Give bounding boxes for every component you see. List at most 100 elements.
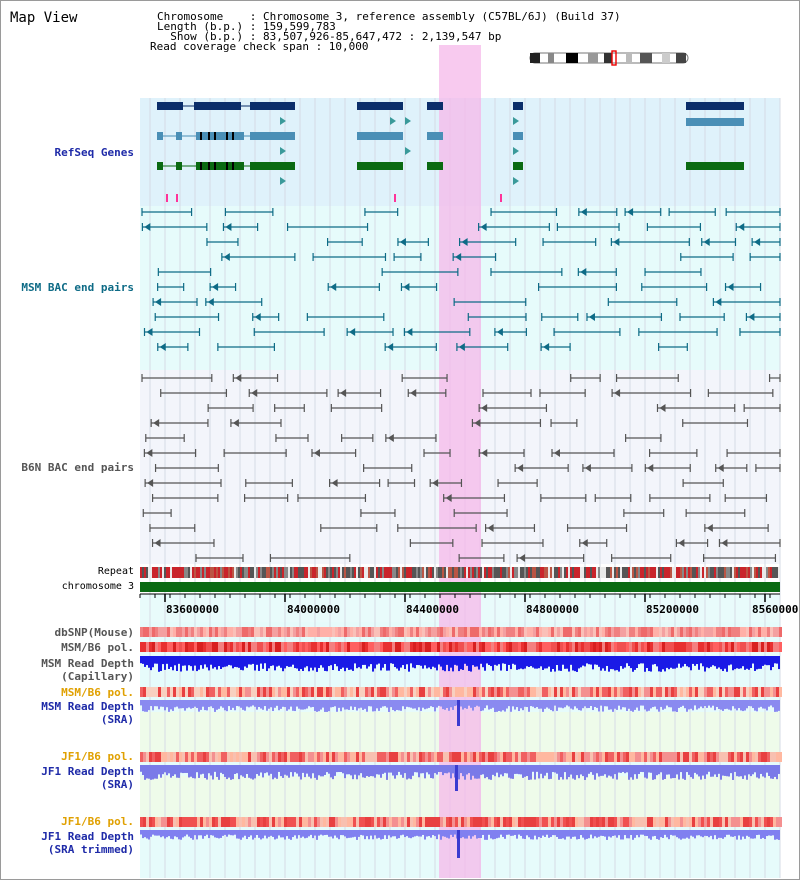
msm-cap-depth-bar bbox=[196, 656, 198, 672]
jf1-trim-depth-bar bbox=[392, 830, 394, 837]
jf1-trim-depth-bar bbox=[536, 830, 538, 840]
repeat-bar bbox=[606, 567, 608, 578]
msm-cap-depth-bar bbox=[570, 656, 572, 665]
msm-cap-depth-bar bbox=[668, 656, 670, 670]
jf1-trim-depth-bar bbox=[734, 830, 736, 837]
track-label-refseq[interactable]: RefSeq Genes bbox=[54, 146, 134, 159]
jf1-trim-depth-bar bbox=[326, 830, 328, 835]
dbsnp-cell bbox=[449, 627, 452, 637]
msm-sra-depth-bar bbox=[734, 700, 736, 709]
gene-arrow bbox=[513, 147, 519, 155]
jf1-pol-cell bbox=[335, 752, 338, 762]
msm-sra-depth-bar bbox=[392, 700, 394, 711]
repeat-bar bbox=[758, 567, 760, 578]
jf1-pol-cell bbox=[359, 752, 362, 762]
msm-pol2-cell bbox=[449, 687, 452, 697]
msm-sra-depth-bar bbox=[162, 700, 164, 707]
msm-pol-cell bbox=[200, 642, 203, 652]
jf1-sra-depth-bar bbox=[298, 765, 300, 777]
dbsnp-cell bbox=[392, 627, 395, 637]
msm-pol-cell bbox=[599, 642, 602, 652]
msm-pol-cell bbox=[143, 642, 146, 652]
jf1-sra-depth-bar bbox=[484, 765, 486, 779]
jf1-pol-cell bbox=[377, 752, 380, 762]
msm-cap-depth-bar bbox=[546, 656, 548, 669]
jf1-pol-cell bbox=[653, 752, 656, 762]
msm-sra-depth-bar bbox=[168, 700, 170, 712]
msm-pol2-cell bbox=[185, 687, 188, 697]
jf1-pol2-cell bbox=[245, 817, 248, 827]
jf1-trim-depth-bar bbox=[272, 830, 274, 837]
msm-pol-cell bbox=[359, 642, 362, 652]
msm-pol-cell bbox=[605, 642, 608, 652]
repeat-bar bbox=[296, 567, 298, 578]
jf1-pol-cell bbox=[338, 752, 341, 762]
msm-cap-depth-bar bbox=[460, 656, 462, 670]
msm-bac-pair-arrow bbox=[225, 223, 232, 231]
msm-cap-depth-bar bbox=[616, 656, 618, 671]
msm-sra-depth-bar bbox=[256, 700, 258, 710]
msm-pol2-cell bbox=[431, 687, 434, 697]
jf1-trim-depth-bar bbox=[194, 830, 196, 836]
dbsnp-cell bbox=[572, 627, 575, 637]
msm-cap-depth-bar bbox=[386, 656, 388, 671]
track-label-b6n-bac[interactable]: B6N BAC end pairs bbox=[21, 461, 134, 474]
msm-pol-cell bbox=[428, 642, 431, 652]
msm-sra-depth-bar bbox=[576, 700, 578, 709]
jf1-sra-depth-bar bbox=[250, 765, 252, 779]
jf1-sra-depth-bar bbox=[580, 765, 582, 775]
jf1-pol2-cell bbox=[284, 817, 287, 827]
msm-cap-depth-bar bbox=[608, 656, 610, 672]
repeat-bar bbox=[522, 567, 524, 578]
msm-pol-cell bbox=[638, 642, 641, 652]
jf1-sra-depth-bar bbox=[228, 765, 230, 778]
msm-cap-depth-bar bbox=[446, 656, 448, 665]
msm-cap-depth-bar bbox=[540, 656, 542, 667]
msm-sra-depth-bar bbox=[514, 700, 516, 710]
msm-cap-depth-bar bbox=[696, 656, 698, 665]
msm-pol2-cell bbox=[578, 687, 581, 697]
jf1-sra-depth-bar bbox=[372, 765, 374, 777]
jf1-trim-depth-bar bbox=[252, 830, 254, 840]
msm-sra-depth-bar bbox=[230, 700, 232, 710]
repeat-bar bbox=[764, 567, 766, 578]
msm-sra-depth-bar bbox=[598, 700, 600, 712]
msm-pol2-cell bbox=[170, 687, 173, 697]
msm-sra-depth-bar bbox=[502, 700, 504, 711]
jf1-pol2-cell bbox=[398, 817, 401, 827]
jf1-sra-depth-bar bbox=[164, 765, 166, 773]
jf1-sra-depth-bar bbox=[346, 765, 348, 775]
jf1-trim-depth-bar bbox=[368, 830, 370, 840]
gene-exon bbox=[196, 132, 244, 140]
jf1-pol2-cell bbox=[422, 817, 425, 827]
msm-sra-depth-bar bbox=[194, 700, 196, 707]
repeat-bar bbox=[552, 567, 554, 578]
msm-pol-cell bbox=[182, 642, 185, 652]
repeat-bar bbox=[234, 567, 236, 578]
msm-cap-depth-bar bbox=[702, 656, 704, 667]
jf1-trim-depth-bar bbox=[240, 830, 242, 840]
msm-pol-cell bbox=[470, 642, 473, 652]
track-label-msm-bac[interactable]: MSM BAC end pairs bbox=[21, 281, 134, 294]
b6n-bac-pair-arrow bbox=[584, 464, 591, 472]
ruler-tick-label: 85200000 bbox=[646, 603, 699, 616]
jf1-pol2-cell bbox=[341, 817, 344, 827]
jf1-pol2-cell bbox=[701, 817, 704, 827]
dbsnp-cell bbox=[734, 627, 737, 637]
msm-sra-depth-bar bbox=[178, 700, 180, 709]
jf1-pol2-cell bbox=[497, 817, 500, 827]
repeat-bar bbox=[168, 567, 170, 578]
msm-bac-pair-arrow bbox=[727, 283, 734, 291]
jf1-pol2-cell bbox=[569, 817, 572, 827]
dbsnp-cell bbox=[587, 627, 590, 637]
gene-exon bbox=[357, 102, 403, 110]
msm-cap-depth-bar bbox=[260, 656, 262, 664]
msm-cap-depth-bar bbox=[732, 656, 734, 671]
repeat-bar bbox=[424, 567, 426, 578]
msm-pol2-cell bbox=[620, 687, 623, 697]
msm-sra-depth-bar bbox=[620, 700, 622, 710]
msm-cap-depth-bar bbox=[484, 656, 486, 671]
jf1-pol-cell bbox=[353, 752, 356, 762]
msm-pol-cell bbox=[647, 642, 650, 652]
